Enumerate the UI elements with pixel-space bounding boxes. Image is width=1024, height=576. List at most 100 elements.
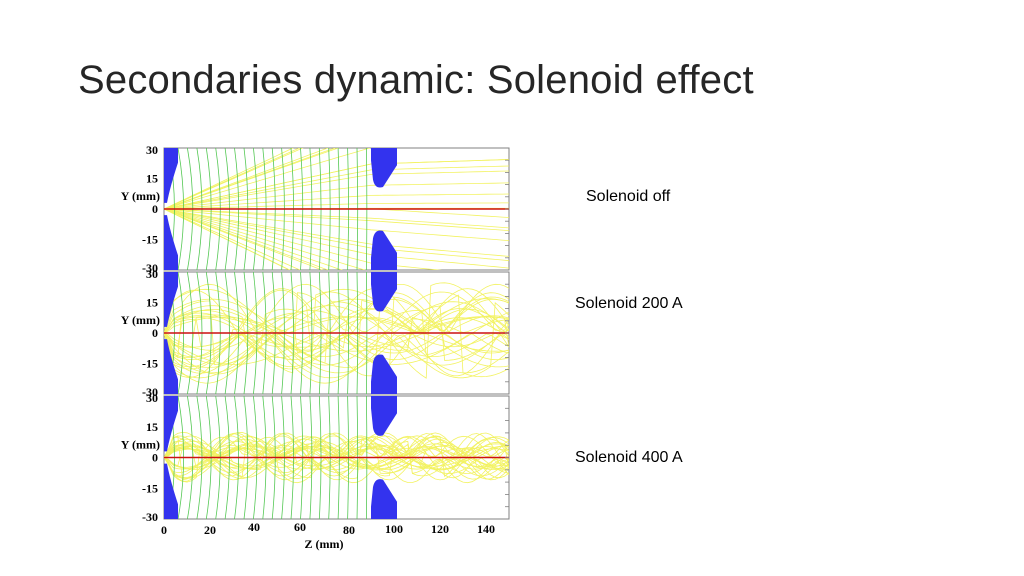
trajectory-line	[164, 208, 509, 257]
trajectory-line	[164, 310, 509, 356]
electrode-left-lower	[164, 215, 178, 270]
y-tick-label: -15	[142, 357, 158, 371]
trajectory-line	[164, 435, 509, 481]
trajectory-line	[164, 332, 509, 374]
trajectory-line	[164, 309, 509, 357]
trajectory-line	[164, 208, 509, 241]
y-tick-label: -30	[142, 385, 158, 399]
plot-area	[164, 272, 509, 394]
trajectory-line	[164, 307, 509, 359]
y-axis-label: Y (mm)	[121, 189, 160, 203]
trajectory-line	[164, 182, 509, 210]
slide-title: Secondaries dynamic: Solenoid effect	[78, 58, 754, 102]
plot-area	[164, 396, 509, 519]
y-tick-label: 15	[146, 420, 158, 434]
electrode-right-lower	[371, 354, 397, 394]
electrode-right-upper	[371, 396, 397, 436]
trajectory-line	[164, 441, 509, 474]
y-tick-label: 15	[146, 296, 158, 310]
trajectory-line	[164, 170, 509, 210]
trajectory-line	[164, 448, 509, 467]
trajectory-line	[164, 298, 509, 368]
trajectory-line	[164, 311, 509, 365]
electrode-left-upper	[164, 148, 178, 203]
trajectory-line	[164, 445, 509, 470]
trajectory-line	[164, 148, 337, 210]
trajectory-line	[164, 448, 509, 467]
x-tick-label: 120	[431, 522, 449, 536]
trajectory-line	[164, 148, 372, 210]
trajectory-line	[164, 435, 509, 480]
trajectory-line	[164, 289, 509, 377]
trajectory-line	[164, 148, 294, 210]
trajectory-line	[164, 208, 301, 270]
trajectory-line	[164, 159, 509, 210]
electrode-right-upper	[371, 272, 397, 312]
x-axis-label: Z (mm)	[305, 537, 344, 551]
y-tick-label: -30	[142, 510, 158, 524]
y-tick-label: 0	[152, 202, 158, 216]
trajectory-line	[164, 288, 509, 378]
trajectory-line	[164, 193, 509, 210]
x-tick-label: 0	[161, 523, 167, 537]
trajectory-line	[164, 312, 509, 354]
trajectory-line	[164, 283, 509, 359]
trajectory-line	[164, 208, 291, 270]
y-tick-label: -15	[142, 481, 158, 495]
trajectory-line	[164, 291, 509, 375]
secondary-trajectories	[164, 148, 509, 270]
x-tick-label: 20	[204, 523, 216, 537]
trajectory-line	[164, 208, 509, 229]
trajectory-line	[164, 317, 509, 349]
trajectory-line	[164, 208, 366, 270]
y-axis-label: Y (mm)	[121, 313, 160, 327]
trajectory-line	[164, 298, 509, 368]
y-tick-label: 0	[152, 326, 158, 340]
trajectory-line	[164, 208, 344, 270]
trajectory-line	[164, 202, 509, 210]
secondary-trajectories	[164, 431, 509, 484]
trajectory-line	[164, 208, 509, 262]
trajectory-line	[164, 148, 329, 210]
trajectory-line	[164, 436, 509, 479]
x-tick-label: 80	[343, 523, 355, 537]
panel-3: 30 15 0 -15 -30 Y (mm)	[121, 391, 510, 524]
trajectory-line	[164, 305, 509, 361]
x-tick-label: 100	[385, 522, 403, 536]
trajectory-line	[164, 444, 509, 471]
electrode-left-upper	[164, 272, 178, 327]
y-axis-label: Y (mm)	[121, 438, 160, 452]
trajectory-line	[164, 438, 509, 477]
trajectory-line	[164, 308, 509, 358]
plot-area	[164, 148, 509, 270]
panel-1: 30 15 0 -15 -30 Y (mm)	[121, 143, 510, 275]
caption-solenoid-off: Solenoid off	[586, 188, 671, 205]
trajectory-line	[164, 457, 509, 470]
trajectory-line	[164, 433, 509, 482]
y-tick-label: 15	[146, 172, 158, 186]
trajectory-line	[164, 208, 442, 270]
trajectory-line	[164, 148, 304, 210]
trajectory-line	[164, 208, 509, 269]
trajectory-line	[164, 315, 509, 351]
y-tick-label: 30	[146, 391, 158, 405]
electrode-left-lower	[164, 463, 178, 519]
trajectory-line	[164, 208, 324, 270]
trajectory-line	[164, 208, 330, 270]
y-tick-label: -15	[142, 233, 158, 247]
electrode-right-lower	[371, 479, 397, 519]
y-tick-label: 0	[152, 451, 158, 465]
x-tick-label: 40	[248, 520, 260, 534]
trajectory-line	[164, 435, 509, 480]
trajectory-line	[164, 318, 509, 348]
trajectory-line	[164, 208, 509, 231]
electrode-left-lower	[164, 339, 178, 394]
secondary-trajectories	[164, 282, 509, 384]
caption-solenoid-400a: Solenoid 400 A	[575, 449, 683, 466]
x-tick-label: 60	[294, 520, 306, 534]
trajectory-line	[164, 440, 509, 475]
trajectory-line	[164, 148, 301, 210]
trajectory-line	[164, 282, 509, 384]
caption-solenoid-200a: Solenoid 200 A	[575, 295, 683, 312]
